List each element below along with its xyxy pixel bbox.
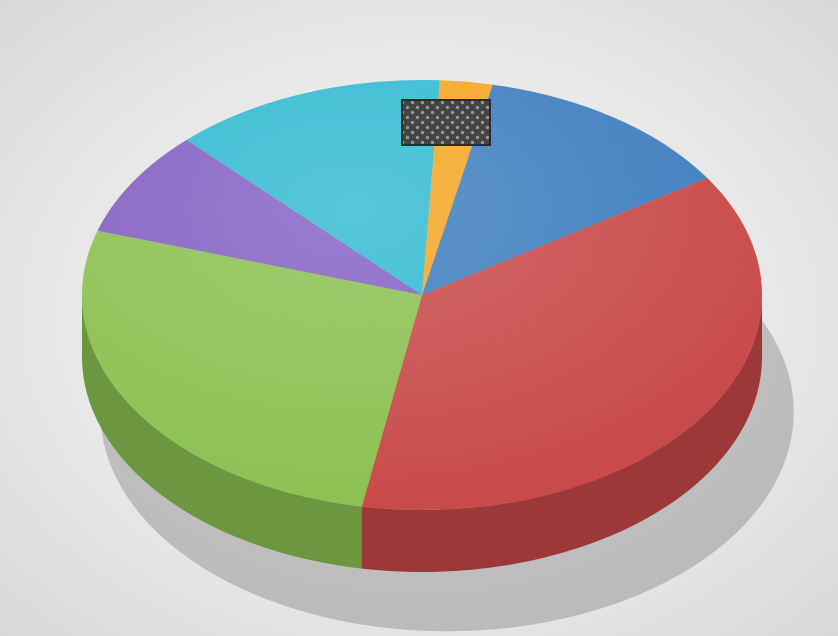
- legend-swatch: [402, 100, 490, 145]
- pie-chart-3d: [0, 0, 838, 636]
